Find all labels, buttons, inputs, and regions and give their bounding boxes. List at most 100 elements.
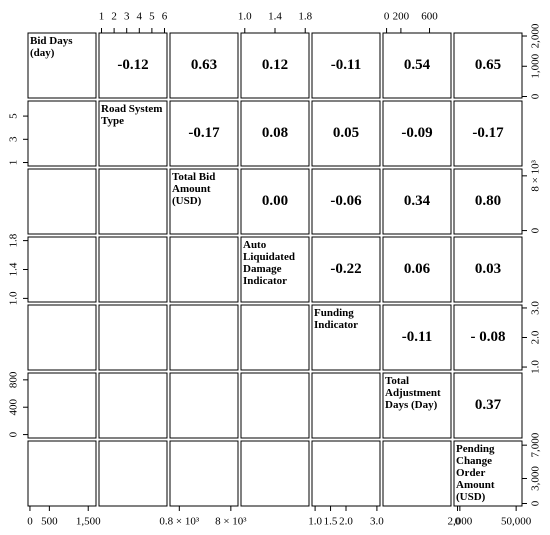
- diagonal-panel: [311, 304, 381, 371]
- variable-box: Total Bid Amount (USD): [172, 171, 216, 207]
- tick-label: 1.0: [530, 360, 542, 374]
- tick-label: 200: [393, 11, 410, 23]
- panel: [98, 168, 168, 235]
- tick-label: 1.0: [308, 516, 322, 528]
- tick-label: 4: [137, 11, 143, 23]
- panel: [240, 168, 310, 235]
- variable-box: Auto Liquidated Damage Indicator: [243, 239, 295, 287]
- correlation-label: -0.22: [330, 261, 361, 277]
- correlation-label: 0.80: [475, 193, 501, 209]
- tick-label: 1.8: [298, 11, 312, 23]
- panel: [311, 440, 381, 507]
- panel: [169, 440, 239, 507]
- panel: [98, 440, 168, 507]
- tick-label: 400: [8, 398, 20, 415]
- panel: [169, 32, 239, 99]
- panel: [382, 168, 452, 235]
- tick-label: 1.4: [8, 262, 20, 276]
- panel: [311, 168, 381, 235]
- variable-name: Total Bid Amount (USD): [172, 171, 216, 207]
- tick-label: 1: [8, 160, 20, 166]
- tick-label: 0: [384, 11, 390, 23]
- correlation-label: 0.34: [404, 193, 431, 209]
- tick-label: 5: [8, 113, 20, 119]
- panel: [27, 440, 97, 507]
- variable-box: Total Adjustment Days (Day): [385, 375, 441, 411]
- panel: [311, 32, 381, 99]
- tick-label: 0: [455, 516, 461, 528]
- tick-label: 0: [530, 500, 542, 506]
- panel: [169, 236, 239, 303]
- diagonal-panel: [240, 236, 310, 303]
- tick-label: 1: [99, 11, 105, 23]
- correlation-label: 0.00: [262, 193, 288, 209]
- diagonal-panel: [98, 100, 168, 167]
- tick-label: 1.8: [8, 233, 20, 247]
- tick-label: 600: [421, 11, 438, 23]
- correlation-label: 0.63: [191, 57, 217, 73]
- panel: [98, 372, 168, 439]
- tick-label: 2.0: [530, 330, 542, 344]
- correlation-label: 0.37: [475, 397, 502, 413]
- panel: [240, 304, 310, 371]
- tick-label: 0: [8, 431, 20, 437]
- panel: [453, 100, 523, 167]
- tick-label: 6: [162, 11, 168, 23]
- tick-label: 1.4: [268, 11, 282, 23]
- variable-box: Funding Indicator: [314, 307, 358, 331]
- correlation-label: -0.12: [117, 57, 148, 73]
- correlation-label: 0.08: [262, 125, 288, 141]
- tick-label: 0.8 × 10³: [159, 516, 199, 528]
- correlation-label: -0.11: [331, 57, 361, 73]
- panel: [382, 440, 452, 507]
- tick-label: 1.0: [238, 11, 252, 23]
- tick-label: 3: [8, 136, 20, 142]
- panel: [27, 168, 97, 235]
- variable-box: Road System Type: [101, 103, 163, 127]
- variable-name: Road System Type: [101, 103, 163, 127]
- variable-name: Total Adjustment Days (Day): [385, 375, 441, 411]
- tick-label: 8 × 10³: [530, 159, 542, 191]
- panel: [382, 304, 452, 371]
- tick-label: 500: [41, 516, 58, 528]
- tick-label: 0: [27, 516, 33, 528]
- panel: [98, 304, 168, 371]
- correlation-label: - 0.08: [471, 329, 506, 345]
- tick-label: 2,000: [447, 516, 472, 528]
- tick-label: 3: [124, 11, 130, 23]
- correlation-label: -0.17: [472, 125, 504, 141]
- panel: [27, 304, 97, 371]
- panel: [240, 372, 310, 439]
- panel: [240, 440, 310, 507]
- panel: [311, 372, 381, 439]
- tick-label: 0: [530, 227, 542, 233]
- tick-label: 3.0: [370, 516, 384, 528]
- correlation-label: -0.11: [402, 329, 432, 345]
- panel: [453, 236, 523, 303]
- tick-label: 2,000: [530, 23, 542, 48]
- correlation-label: -0.09: [401, 125, 432, 141]
- tick-label: 2.0: [339, 516, 353, 528]
- tick-label: 3,000: [530, 466, 542, 491]
- variable-name: Pending Change Order Amount (USD): [456, 443, 495, 503]
- variable-box: Pending Change Order Amount (USD): [456, 443, 495, 503]
- panel: [98, 236, 168, 303]
- tick-label: 1.0: [8, 291, 20, 305]
- panel: [169, 372, 239, 439]
- correlation-label: -0.06: [330, 193, 362, 209]
- tick-label: 5: [149, 11, 155, 23]
- tick-label: 2: [111, 11, 117, 23]
- variable-name: Auto Liquidated Damage Indicator: [243, 239, 295, 287]
- panel: [169, 100, 239, 167]
- correlation-label: 0.05: [333, 125, 359, 141]
- tick-label: 800: [8, 371, 20, 388]
- panel: [27, 236, 97, 303]
- panel: [382, 236, 452, 303]
- correlation-label: -0.17: [188, 125, 220, 141]
- panel: [311, 236, 381, 303]
- tick-label: 1,000: [530, 53, 542, 78]
- panel: [240, 100, 310, 167]
- correlation-label: 0.65: [475, 57, 501, 73]
- panel: [27, 372, 97, 439]
